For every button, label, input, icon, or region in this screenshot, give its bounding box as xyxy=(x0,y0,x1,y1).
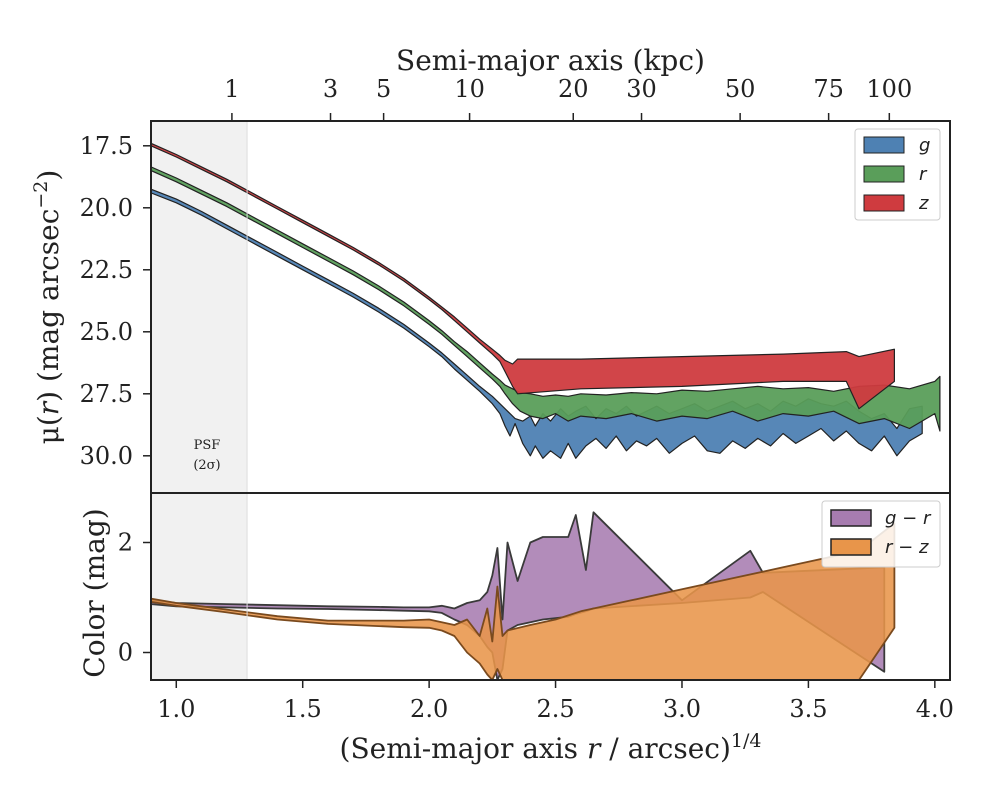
legend-label-color: g − r xyxy=(885,508,932,529)
y-tick-label: 22.5 xyxy=(80,256,133,284)
y-tick-label: 17.5 xyxy=(80,132,133,160)
legend-label-z: z xyxy=(918,193,929,214)
psf-band-bottom xyxy=(151,493,248,680)
top-tick-label: 30 xyxy=(626,75,657,103)
legend-swatch-color xyxy=(830,509,872,527)
band-gr xyxy=(151,511,886,680)
x-tick-label: 3.0 xyxy=(663,695,701,723)
x-tick-label: 4.0 xyxy=(916,695,954,723)
y-tick-label: 20.0 xyxy=(80,194,133,222)
top-tick-label: 100 xyxy=(866,75,912,103)
legend-swatch-z xyxy=(863,194,905,212)
y-tick-label: 30.0 xyxy=(80,442,133,470)
top-tick-label: 3 xyxy=(323,75,338,103)
color-y-tick-label: 2 xyxy=(118,529,133,557)
legend-label-color: r − z xyxy=(885,537,929,558)
legend-label-g: g xyxy=(919,135,930,156)
legend-swatch-g xyxy=(863,136,905,154)
top-y-axis-title: μ(r) (mag arcsec−2) xyxy=(30,170,65,445)
legend-swatch-r xyxy=(863,165,905,183)
legend-label-r: r xyxy=(919,164,928,185)
top-x-axis-title: Semi-major axis (kpc) xyxy=(396,44,705,77)
psf-sigma-label: (2σ) xyxy=(193,458,220,473)
psf-label: PSF xyxy=(194,438,221,453)
color-y-axis-title: Color (mag) xyxy=(78,508,111,677)
band-g xyxy=(151,188,923,459)
band-rz xyxy=(151,522,896,680)
x-tick-label: 3.5 xyxy=(789,695,827,723)
x-tick-label: 2.5 xyxy=(536,695,574,723)
top-tick-label: 10 xyxy=(454,75,485,103)
top-tick-label: 5 xyxy=(376,75,391,103)
legend-swatch-color xyxy=(830,538,872,556)
y-tick-label: 27.5 xyxy=(80,380,133,408)
y-tick-label: 25.0 xyxy=(80,318,133,346)
top-tick-label: 50 xyxy=(725,75,756,103)
band-z xyxy=(151,142,895,410)
x-tick-label: 1.5 xyxy=(284,695,322,723)
top-tick-label: 1 xyxy=(224,75,239,103)
bottom-panel-frame xyxy=(150,492,951,681)
x-axis-title: (Semi-major axis r / arcsec)1/4 xyxy=(340,730,762,765)
x-tick-label: 2.0 xyxy=(410,695,448,723)
surface-brightness-panel: PSF (2σ) xyxy=(151,121,941,493)
color-y-tick-label: 0 xyxy=(118,639,133,667)
legend-bottom: g − r r − z xyxy=(821,500,941,568)
top-tick-label: 75 xyxy=(813,75,844,103)
x-tick-label: 1.0 xyxy=(157,695,195,723)
top-tick-label: 20 xyxy=(558,75,589,103)
legend-top: grz xyxy=(854,128,941,221)
color-panel xyxy=(151,493,896,680)
